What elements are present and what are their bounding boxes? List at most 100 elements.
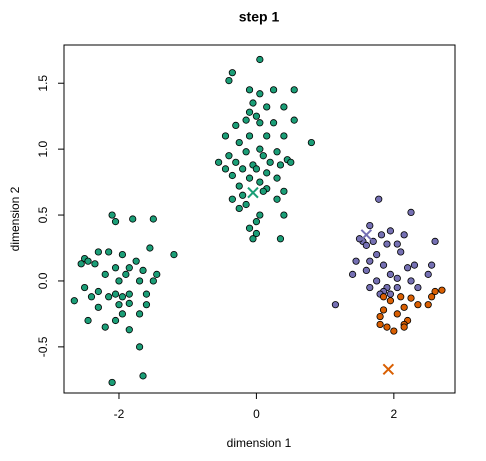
y-axis-label: dimension 2 — [8, 186, 22, 251]
point — [139, 266, 147, 275]
chart-title: step 1 — [239, 9, 280, 25]
point — [438, 286, 446, 294]
point — [386, 270, 395, 278]
point — [407, 208, 415, 217]
point — [280, 132, 288, 140]
point — [245, 224, 254, 232]
point — [377, 231, 386, 239]
point — [263, 103, 271, 111]
point — [125, 299, 133, 307]
point — [132, 257, 140, 265]
point — [228, 171, 236, 180]
point — [245, 132, 254, 140]
point — [81, 283, 89, 292]
point — [221, 132, 230, 140]
point — [290, 116, 298, 124]
point — [122, 270, 130, 278]
point — [366, 221, 374, 230]
point — [235, 138, 243, 147]
point — [331, 301, 340, 309]
point — [366, 283, 374, 292]
point — [256, 145, 264, 153]
point — [400, 231, 408, 239]
point — [87, 293, 96, 301]
point — [94, 287, 102, 296]
x-tick-label: 0 — [253, 407, 260, 421]
point — [290, 86, 298, 94]
point — [386, 290, 395, 298]
point — [135, 343, 144, 351]
point — [221, 165, 230, 173]
point — [125, 264, 133, 272]
point — [379, 261, 388, 269]
centroid — [247, 186, 259, 199]
point — [397, 293, 405, 301]
point — [424, 270, 432, 278]
point — [245, 86, 254, 94]
point — [414, 301, 422, 309]
point — [245, 174, 254, 182]
point — [349, 270, 357, 278]
point — [266, 158, 274, 166]
x-tick-label: -2 — [114, 407, 125, 421]
point — [84, 257, 92, 265]
point — [256, 119, 264, 127]
point — [362, 266, 370, 275]
point — [393, 274, 401, 282]
point — [149, 277, 157, 285]
point — [228, 195, 236, 203]
point — [276, 235, 285, 243]
point — [135, 310, 144, 318]
point — [276, 161, 285, 169]
point — [403, 264, 412, 272]
point — [256, 90, 264, 98]
point — [252, 218, 261, 226]
point — [407, 294, 415, 302]
point — [225, 76, 233, 85]
point — [215, 158, 223, 166]
point — [245, 108, 254, 116]
point — [352, 257, 360, 265]
point — [105, 248, 113, 256]
point — [287, 158, 295, 166]
point — [115, 301, 123, 309]
y-tick-label: 0.5 — [36, 206, 50, 223]
point — [400, 323, 408, 331]
point — [153, 270, 161, 278]
point — [252, 165, 261, 173]
point — [108, 211, 116, 219]
point — [139, 372, 147, 380]
point — [70, 297, 78, 305]
point — [125, 326, 133, 334]
x-tick-label: 2 — [390, 407, 397, 421]
point — [383, 240, 391, 248]
point — [118, 310, 127, 318]
point — [269, 119, 278, 127]
point — [366, 257, 374, 265]
point — [111, 218, 120, 226]
point — [376, 312, 384, 321]
y-tick-label: -0.5 — [36, 336, 50, 357]
point — [142, 301, 151, 309]
point — [414, 283, 422, 292]
point — [280, 187, 288, 195]
point — [101, 270, 109, 278]
point — [373, 277, 381, 285]
point — [273, 195, 281, 203]
point — [393, 240, 401, 248]
point — [135, 277, 144, 285]
point — [386, 297, 395, 305]
point — [249, 99, 257, 107]
point — [239, 191, 247, 199]
point — [383, 323, 391, 331]
point — [111, 316, 120, 325]
point — [410, 261, 419, 269]
point — [149, 215, 157, 223]
point — [94, 248, 102, 256]
point — [91, 260, 99, 268]
point — [280, 211, 288, 219]
point — [428, 261, 436, 269]
point — [118, 250, 127, 259]
point — [242, 148, 250, 156]
